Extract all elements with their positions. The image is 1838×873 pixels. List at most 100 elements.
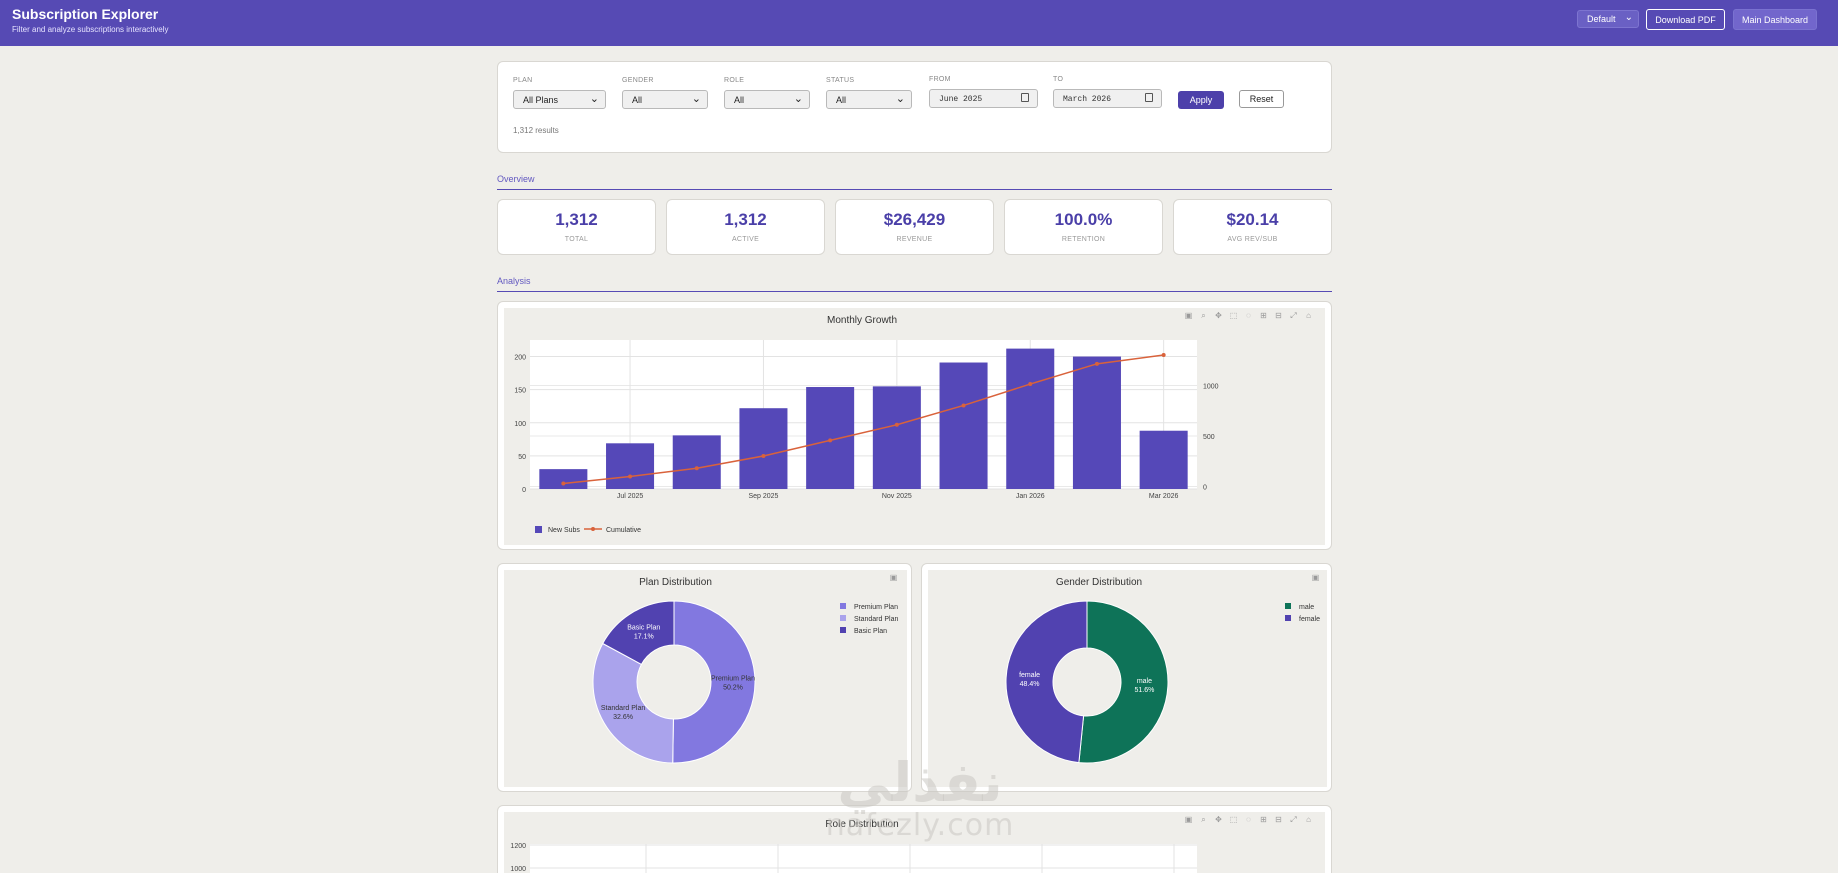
- gender-distribution-card: Gender Distribution ▣ male 51.6% female 48.…: [921, 563, 1332, 792]
- legend-label: Cumulative: [606, 527, 641, 534]
- kpi-label: TOTAL: [564, 236, 589, 243]
- x-tick-label: Jul 2025: [617, 493, 644, 500]
- plan-select-value: All Plans: [523, 95, 559, 105]
- bar: [739, 408, 788, 489]
- legend-swatch-bars: [535, 526, 542, 533]
- line-point: [628, 474, 633, 479]
- line-point: [1161, 352, 1166, 357]
- zoom-out-icon[interactable]: ⊟: [1275, 311, 1282, 320]
- reset-button[interactable]: Reset: [1239, 90, 1284, 108]
- zoom-in-icon[interactable]: ⊞: [1260, 311, 1267, 320]
- status-select-value: All: [836, 95, 847, 105]
- filter-panel: PLAN All Plans ⌄ GENDER All ⌄ ROLE All ⌄…: [497, 61, 1332, 153]
- gender-select[interactable]: All ⌄: [622, 90, 708, 109]
- bar: [872, 386, 921, 489]
- autoscale-icon[interactable]: ⤢: [1290, 311, 1297, 320]
- legend-swatch-point: [591, 527, 595, 531]
- plan-distribution-card: Plan Distribution ▣ Premium Plan 50.2% Sta…: [497, 563, 912, 792]
- modebar: ▣ ⌕ ✥ ⬚ ◌ ⊞ ⊟ ⤢ ⌂: [1181, 815, 1316, 827]
- legend-label: Premium Plan: [854, 604, 898, 611]
- calendar-icon[interactable]: [1021, 93, 1029, 102]
- line-point: [561, 481, 566, 486]
- zoom-icon[interactable]: ⌕: [1201, 815, 1206, 824]
- line-point: [1028, 382, 1033, 387]
- watermark: نفذلي nafezly.com: [808, 755, 1032, 841]
- y-tick-label: 150: [514, 388, 526, 395]
- lasso-icon[interactable]: ◌: [1246, 815, 1251, 824]
- kpi-value: 100.0%: [1054, 210, 1113, 229]
- apply-button[interactable]: Apply: [1178, 91, 1224, 109]
- download-pdf-button[interactable]: Download PDF: [1646, 9, 1725, 30]
- legend-label: male: [1299, 604, 1314, 611]
- zoom-icon[interactable]: ⌕: [1201, 311, 1206, 320]
- zoom-out-icon[interactable]: ⊟: [1275, 815, 1282, 824]
- legend-label: Standard Plan: [854, 616, 898, 623]
- gender-select-value: All: [632, 95, 643, 105]
- camera-icon[interactable]: ▣: [1184, 311, 1193, 320]
- bar: [1072, 356, 1121, 489]
- box-select-icon[interactable]: ⬚: [1229, 311, 1238, 320]
- reset-axes-icon[interactable]: ⌂: [1306, 311, 1311, 320]
- y2-tick-label: 500: [1203, 434, 1215, 441]
- calendar-icon[interactable]: [1145, 93, 1153, 102]
- chevron-down-icon: ⌄: [793, 93, 803, 105]
- slice-percent: 32.6%: [613, 714, 633, 721]
- x-tick-label: Sep 2025: [748, 493, 778, 500]
- theme-select-value: Default: [1587, 14, 1616, 24]
- camera-icon[interactable]: ▣: [889, 573, 898, 582]
- from-date-value: June 2025: [939, 95, 983, 104]
- to-date-input[interactable]: March 2026: [1053, 89, 1162, 108]
- from-filter-label: FROM: [929, 76, 951, 83]
- bar: [1006, 348, 1055, 489]
- status-select[interactable]: All ⌄: [826, 90, 912, 109]
- role-select[interactable]: All ⌄: [724, 90, 810, 109]
- donut-slice: [1078, 600, 1169, 764]
- kpi-value: 1,312: [724, 210, 767, 229]
- pan-icon[interactable]: ✥: [1215, 815, 1222, 824]
- y2-tick-label: 0: [1203, 484, 1207, 491]
- role-distribution-plot: Role Distribution ▣ ⌕ ✥ ⬚ ◌ ⊞ ⊟ ⤢ ⌂ 1000 1200: [504, 812, 1325, 873]
- analysis-heading: Analysis: [497, 276, 531, 286]
- gender-filter-label: GENDER: [622, 77, 654, 84]
- slice-percent: 50.2%: [723, 684, 743, 691]
- legend-swatch: [840, 615, 846, 621]
- reset-axes-icon[interactable]: ⌂: [1306, 815, 1311, 824]
- kpi-value: 1,312: [555, 210, 598, 229]
- from-date-input[interactable]: June 2025: [929, 89, 1038, 108]
- role-filter-label: ROLE: [724, 77, 745, 84]
- theme-select[interactable]: Default ⌄: [1577, 10, 1639, 28]
- main-dashboard-button[interactable]: Main Dashboard: [1733, 9, 1817, 30]
- camera-icon[interactable]: ▣: [1311, 573, 1320, 582]
- legend-swatch: [840, 603, 846, 609]
- legend-label: female: [1299, 616, 1320, 623]
- donut-slice: [592, 642, 674, 764]
- kpi-card-retention: 100.0% RETENTION: [1004, 199, 1163, 255]
- status-filter-label: STATUS: [826, 77, 855, 84]
- donut-slice: [602, 600, 675, 666]
- watermark-arabic: نفذلي: [837, 751, 1003, 814]
- line-point: [961, 403, 966, 408]
- to-date-value: March 2026: [1063, 95, 1112, 104]
- donut-slice: [672, 600, 756, 764]
- slice-label: female: [1019, 672, 1040, 679]
- kpi-value: $26,429: [883, 210, 946, 229]
- lasso-icon[interactable]: ◌: [1246, 311, 1251, 320]
- role-select-value: All: [734, 95, 745, 105]
- y-tick-label: 1200: [510, 843, 526, 850]
- kpi-label: RETENTION: [1061, 236, 1106, 243]
- kpi-card-active: 1,312 ACTIVE: [666, 199, 825, 255]
- bar: [672, 435, 721, 489]
- line-point: [894, 422, 899, 427]
- slice-label: Standard Plan: [601, 705, 645, 712]
- chart-title: Role Distribution: [825, 819, 899, 830]
- modebar: ▣ ⌕ ✥ ⬚ ◌ ⊞ ⊟ ⤢ ⌂: [1181, 311, 1316, 323]
- slice-label: Basic Plan: [627, 624, 660, 631]
- pan-icon[interactable]: ✥: [1215, 311, 1222, 320]
- kpi-card-avg-rev: $20.14 AVG REV/SUB: [1173, 199, 1332, 255]
- zoom-in-icon[interactable]: ⊞: [1260, 815, 1267, 824]
- camera-icon[interactable]: ▣: [1184, 815, 1193, 824]
- autoscale-icon[interactable]: ⤢: [1290, 815, 1297, 824]
- overview-divider: [497, 189, 1332, 190]
- box-select-icon[interactable]: ⬚: [1229, 815, 1238, 824]
- plan-select[interactable]: All Plans ⌄: [513, 90, 606, 109]
